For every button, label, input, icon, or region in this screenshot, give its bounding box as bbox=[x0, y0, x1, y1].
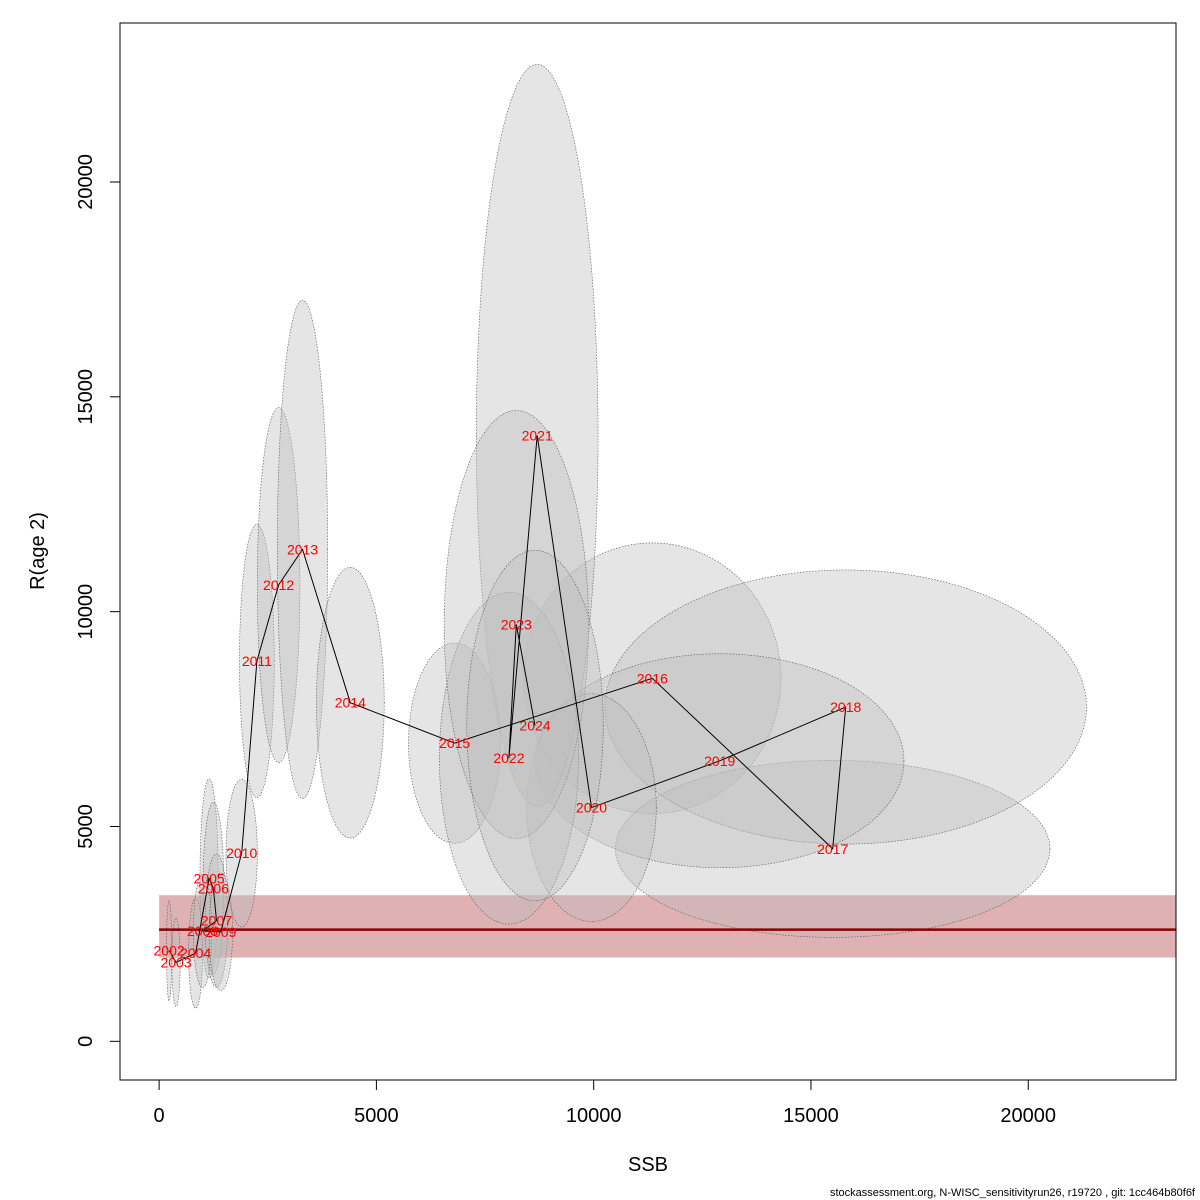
year-label-2011: 2011 bbox=[242, 653, 272, 669]
y-tick-label-20000: 20000 bbox=[75, 154, 97, 210]
x-tick-label-0: 0 bbox=[154, 1105, 165, 1127]
y-tick-label-0: 0 bbox=[75, 1036, 97, 1047]
year-label-2012: 2012 bbox=[263, 577, 294, 593]
y-tick-label-5000: 5000 bbox=[75, 804, 97, 849]
y-tick-label-10000: 10000 bbox=[75, 584, 97, 640]
x-axis-title: SSB bbox=[628, 1154, 668, 1176]
year-label-2020: 2020 bbox=[576, 800, 607, 816]
trajectory-line bbox=[168, 435, 847, 963]
year-label-2024: 2024 bbox=[519, 718, 550, 734]
year-label-2010: 2010 bbox=[226, 845, 257, 861]
reference-band bbox=[159, 895, 1176, 958]
year-label-2016: 2016 bbox=[637, 670, 668, 686]
year-label-2018: 2018 bbox=[830, 699, 861, 715]
year-label-2023: 2023 bbox=[501, 617, 532, 633]
year-label-2006: 2006 bbox=[198, 880, 229, 896]
year-label-2017: 2017 bbox=[817, 841, 848, 857]
year-label-2004: 2004 bbox=[180, 945, 211, 961]
year-label-2021: 2021 bbox=[522, 427, 553, 443]
year-label-2013: 2013 bbox=[287, 541, 318, 557]
year-label-2002: 2002 bbox=[154, 943, 185, 959]
year-label-2015: 2015 bbox=[439, 735, 470, 751]
y-tick-label-15000: 15000 bbox=[75, 369, 97, 425]
year-label-2022: 2022 bbox=[493, 750, 524, 766]
confidence-ellipse-2002 bbox=[166, 900, 173, 1002]
x-tick-label-20000: 20000 bbox=[1000, 1105, 1056, 1127]
y-axis-title: R(age 2) bbox=[27, 512, 49, 590]
year-label-2014: 2014 bbox=[335, 695, 366, 711]
x-tick-label-15000: 15000 bbox=[783, 1105, 839, 1127]
year-label-2007: 2007 bbox=[201, 913, 232, 929]
year-label-2008: 2008 bbox=[187, 923, 218, 939]
year-label-2005: 2005 bbox=[194, 870, 225, 886]
footer-text: stockassessment.org, N-WISC_sensitivityr… bbox=[830, 1187, 1196, 1199]
year-label-2019: 2019 bbox=[704, 753, 735, 769]
x-tick-label-5000: 5000 bbox=[354, 1105, 399, 1127]
x-tick-label-10000: 10000 bbox=[566, 1105, 622, 1127]
year-label-2003: 2003 bbox=[160, 954, 191, 970]
axes: 0 5000 10000 15000 20000 0 5000 10000 15000 20000 bbox=[75, 154, 1056, 1127]
year-label-2009: 2009 bbox=[205, 924, 236, 940]
confidence-ellipse-2024 bbox=[466, 549, 604, 902]
